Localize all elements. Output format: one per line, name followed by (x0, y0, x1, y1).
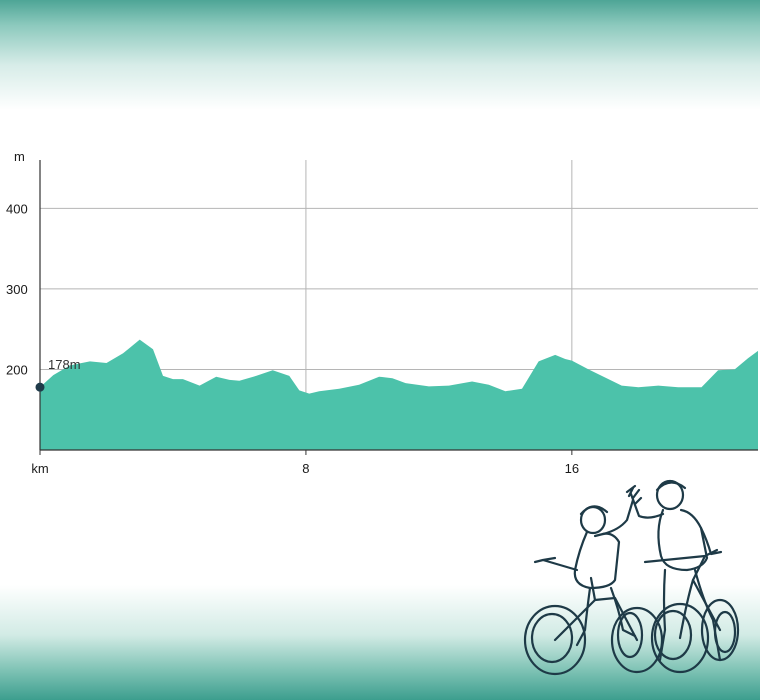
y-axis-unit-label: m (14, 149, 25, 164)
x-tick-label: 8 (302, 461, 309, 476)
marker-layer: 178m (35, 357, 81, 392)
tick-labels: 200 300 400 km 8 16 (6, 201, 579, 476)
start-elevation-marker (35, 382, 45, 392)
start-elevation-label: 178m (48, 357, 81, 372)
y-tick-label: 400 (6, 201, 28, 216)
area-layer (40, 339, 758, 450)
x-tick-label: km (31, 461, 48, 476)
elevation-area (40, 339, 758, 450)
grid-lines (40, 160, 758, 450)
cyclists-high-five-icon (523, 479, 740, 676)
y-tick-label: 300 (6, 282, 28, 297)
x-tick-label: 16 (565, 461, 579, 476)
axes (39, 160, 758, 455)
y-tick-label: 200 (6, 362, 28, 377)
